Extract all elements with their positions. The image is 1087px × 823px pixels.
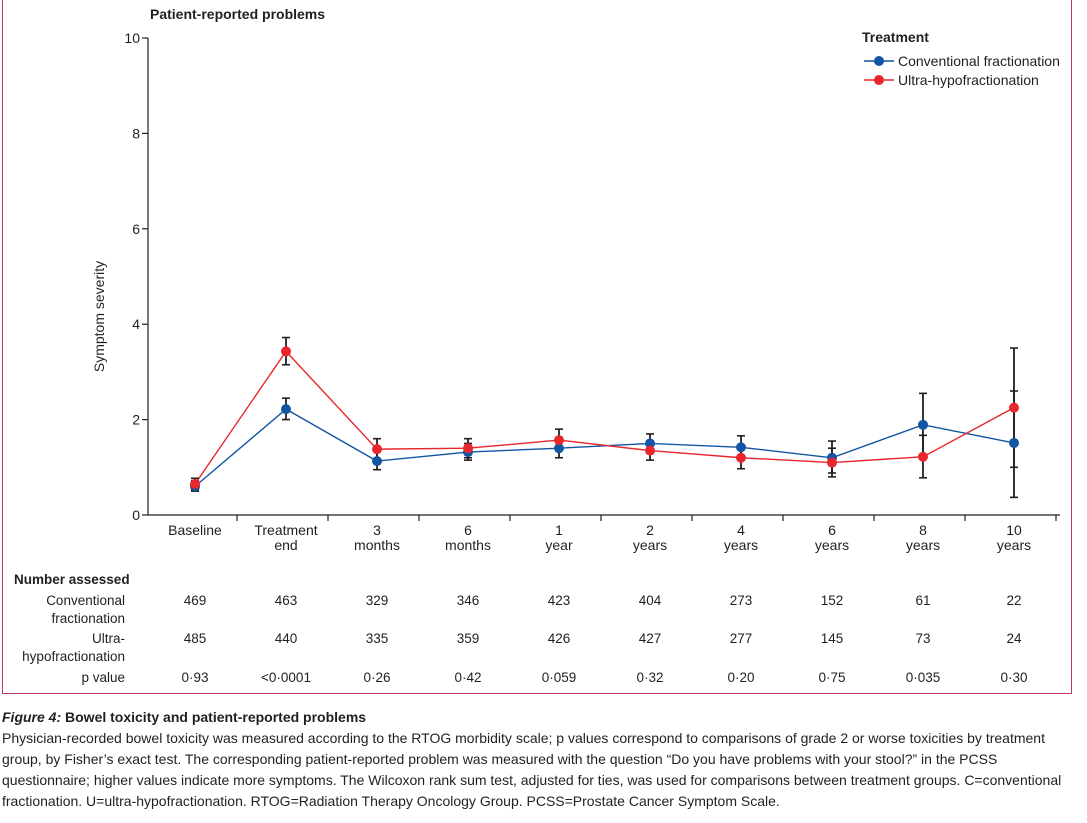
table-cell-1-6: 277 — [729, 631, 753, 646]
caption-figure-label: Figure 4: — [2, 709, 62, 725]
p-value-cell-8: 0·035 — [905, 670, 941, 685]
p-value-cell-1: <0·0001 — [261, 670, 311, 685]
data-point-0-6 — [736, 442, 746, 453]
x-tick-label-8-line-0: 8 — [919, 522, 927, 538]
p-value-cell-2: 0·26 — [363, 670, 391, 685]
p-value-cell-7: 0·75 — [818, 670, 846, 685]
y-tick-label-8: 8 — [132, 125, 140, 141]
legend-label-1: Ultra-hypofractionation — [898, 72, 1039, 88]
data-point-0-9 — [1009, 437, 1019, 448]
series-0 — [191, 390, 1018, 499]
table-cell-0-8: 61 — [915, 593, 931, 608]
table-cell-0-2: 329 — [365, 593, 389, 608]
data-point-1-3 — [463, 443, 473, 454]
x-tick-label-7-line-1: years — [815, 537, 849, 553]
data-point-1-5 — [645, 445, 655, 456]
x-tick-label-6-line-1: years — [724, 537, 758, 553]
table-cell-1-3: 359 — [456, 631, 480, 646]
panel-title: Patient-reported problems — [150, 6, 326, 22]
y-tick-label-4: 4 — [132, 316, 140, 332]
row-label-1-line-0: Ultra- — [92, 631, 125, 646]
data-point-0-2 — [372, 456, 382, 467]
table-cell-1-1: 440 — [274, 631, 298, 646]
caption-text: Physician-recorded bowel toxicity was me… — [2, 730, 1062, 809]
p-value-cell-6: 0·20 — [727, 670, 755, 685]
row-label-0: Conventional fractionation — [0, 592, 125, 628]
table-cell-0-4: 423 — [547, 593, 571, 608]
number-assessed-title: Number assessed — [14, 572, 130, 587]
row-label-1-line-1: hypofractionation — [22, 649, 125, 664]
data-point-1-4 — [554, 435, 564, 446]
x-tick-label-1-line-0: Treatment — [254, 522, 317, 538]
legend-label-0: Conventional fractionation — [898, 53, 1060, 69]
x-tick-label-1-line-1: end — [274, 537, 297, 553]
y-axis-label: Symptom severity — [91, 261, 107, 372]
data-point-1-2 — [372, 444, 382, 455]
p-value-cell-9: 0·30 — [1000, 670, 1028, 685]
table-cell-1-0: 485 — [183, 631, 207, 646]
data-point-0-8 — [918, 419, 928, 430]
table-cell-1-2: 335 — [365, 631, 389, 646]
caption-title: Figure 4: Bowel toxicity and patient-rep… — [2, 707, 1072, 728]
series-line-0 — [194, 408, 1015, 487]
p-value-cell-0: 0·93 — [181, 670, 209, 685]
table-cell-1-7: 145 — [820, 631, 844, 646]
y-tick-label-0: 0 — [132, 507, 140, 523]
data-point-0-5 — [645, 438, 655, 449]
caption-title-text: Bowel toxicity and patient-reported prob… — [65, 709, 367, 725]
figure-caption: Figure 4: Bowel toxicity and patient-rep… — [2, 707, 1072, 812]
table-cell-1-4: 426 — [547, 631, 571, 646]
data-point-1-8 — [918, 451, 928, 462]
x-tick-label-5-line-0: 2 — [646, 522, 654, 538]
table-cell-0-5: 404 — [638, 593, 662, 608]
x-tick-label-3-line-0: 6 — [464, 522, 472, 538]
x-tick-label-5-line-1: years — [633, 537, 667, 553]
series-line-1 — [194, 350, 1015, 485]
x-tick-label-2-line-0: 3 — [373, 522, 381, 538]
x-tick-label-4-line-1: year — [545, 537, 573, 553]
p-value-label: p value — [81, 670, 125, 685]
row-label-0-line-0: Conventional — [46, 593, 125, 608]
line-chart: 0 2 4 6 8 10 Symptom severity Baseline Treatment… — [91, 29, 1060, 553]
legend-marker-0 — [874, 56, 884, 66]
x-tick-label-0-line-0: Baseline — [168, 522, 222, 538]
data-point-0-4 — [554, 443, 564, 454]
x-tick-label-3-line-1: months — [445, 537, 491, 553]
x-tick-label-6-line-0: 4 — [737, 522, 745, 538]
x-tick-label-8-line-1: years — [906, 537, 940, 553]
p-value-cell-4: 0·059 — [541, 670, 577, 685]
data-point-0-1 — [281, 404, 291, 415]
p-value-cell-3: 0·42 — [454, 670, 482, 685]
data-point-1-0 — [190, 478, 200, 489]
x-tick-label-9-line-1: years — [997, 537, 1031, 553]
y-tick-label-6: 6 — [132, 221, 140, 237]
legend-marker-1 — [874, 75, 884, 85]
y-tick-label-10: 10 — [124, 30, 140, 46]
x-tick-label-9-line-0: 10 — [1006, 522, 1022, 538]
data-point-1-1 — [281, 346, 291, 357]
table-cell-0-3: 346 — [456, 593, 480, 608]
y-tick-label-2: 2 — [132, 412, 140, 428]
data-point-1-6 — [736, 452, 746, 463]
table-cell-0-1: 463 — [274, 593, 298, 608]
p-value-cell-5: 0·32 — [636, 670, 664, 685]
table-cell-1-5: 427 — [638, 631, 662, 646]
data-point-1-9 — [1009, 402, 1019, 413]
table-cell-0-0: 469 — [183, 593, 207, 608]
row-label-0-line-1: fractionation — [51, 611, 125, 626]
data-point-1-7 — [827, 457, 837, 468]
table-cell-0-6: 273 — [729, 593, 753, 608]
legend-title: Treatment — [862, 29, 929, 45]
row-label-1: Ultra-hypofractionation — [0, 630, 125, 666]
figure-frame — [2, 0, 1072, 694]
table-cell-1-8: 73 — [915, 631, 931, 646]
x-tick-label-7-line-0: 6 — [828, 522, 836, 538]
x-tick-label-2-line-1: months — [354, 537, 400, 553]
table-cell-1-9: 24 — [1006, 631, 1022, 646]
table-cell-0-9: 22 — [1006, 593, 1022, 608]
table-cell-0-7: 152 — [820, 593, 844, 608]
series-1 — [191, 336, 1018, 491]
x-tick-label-4-line-0: 1 — [555, 522, 563, 538]
